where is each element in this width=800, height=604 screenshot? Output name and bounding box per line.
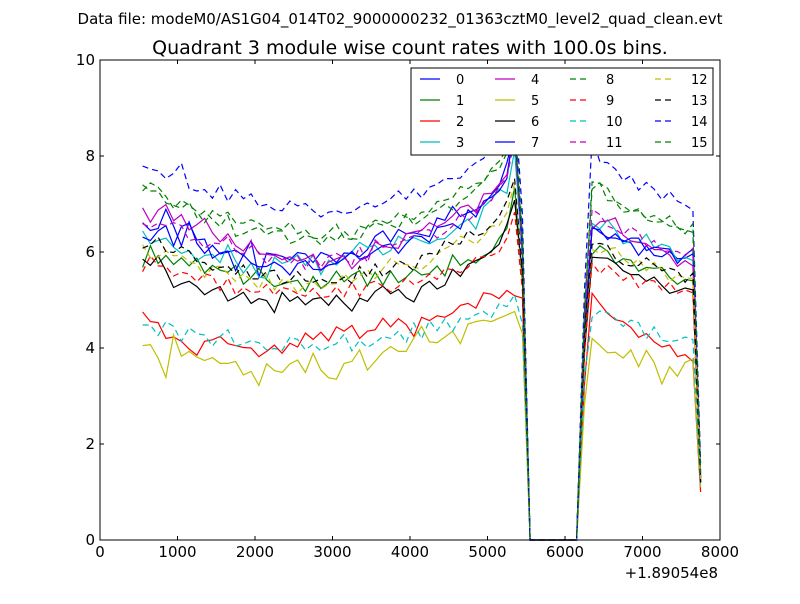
x-tick-label: 8000 [701, 543, 739, 561]
series-line-9 [142, 212, 702, 541]
series-line-6 [142, 200, 702, 541]
x-tick-label: 3000 [313, 543, 351, 561]
x-offset-label: +1.89054e8 [625, 564, 718, 582]
x-tick-label: 7000 [623, 543, 661, 561]
series-line-13 [142, 178, 702, 541]
legend-label-12: 12 [691, 73, 708, 88]
x-tick-label: 4000 [391, 543, 429, 561]
series-line-3 [142, 150, 702, 541]
series-line-8 [142, 112, 702, 541]
legend-label-13: 13 [691, 94, 708, 109]
series-line-10 [142, 293, 702, 541]
y-tick-label: 10 [76, 51, 95, 69]
series-line-15 [142, 130, 702, 541]
series-line-7 [142, 120, 702, 541]
legend-label-10: 10 [606, 115, 623, 130]
legend-label-4: 4 [531, 73, 539, 88]
chart-title: Quadrant 3 module wise count rates with … [152, 37, 668, 59]
legend-label-0: 0 [456, 73, 464, 88]
legend-label-9: 9 [606, 94, 614, 109]
legend-label-8: 8 [606, 73, 614, 88]
legend-label-3: 3 [456, 136, 464, 151]
x-tick-label: 2000 [236, 543, 274, 561]
y-tick-label: 2 [85, 435, 95, 453]
legend-label-6: 6 [531, 115, 539, 130]
y-tick-label: 0 [85, 531, 95, 549]
legend-box [410, 67, 714, 156]
series-line-1 [142, 187, 702, 541]
series-line-0 [142, 131, 702, 541]
series-line-11 [142, 139, 702, 541]
legend-label-2: 2 [456, 115, 464, 130]
x-tick-label: 1000 [158, 543, 196, 561]
x-tick-label: 6000 [546, 543, 584, 561]
series-line-14 [142, 99, 702, 541]
series-line-12 [142, 183, 702, 541]
legend-label-1: 1 [456, 94, 464, 109]
legend-label-7: 7 [531, 136, 539, 151]
data-file-label: Data file: modeM0/AS1G04_014T02_90000002… [78, 10, 723, 29]
legend-label-14: 14 [691, 115, 708, 130]
y-tick-label: 6 [85, 243, 95, 261]
legend-label-11: 11 [606, 136, 623, 151]
legend-label-5: 5 [531, 94, 539, 109]
x-tick-label: 0 [95, 543, 105, 561]
series-line-5 [142, 310, 702, 541]
legend-label-15: 15 [691, 136, 708, 151]
y-tick-label: 4 [85, 339, 95, 357]
y-tick-label: 8 [85, 147, 95, 165]
x-tick-label: 5000 [468, 543, 506, 561]
plot-lines [142, 99, 702, 541]
